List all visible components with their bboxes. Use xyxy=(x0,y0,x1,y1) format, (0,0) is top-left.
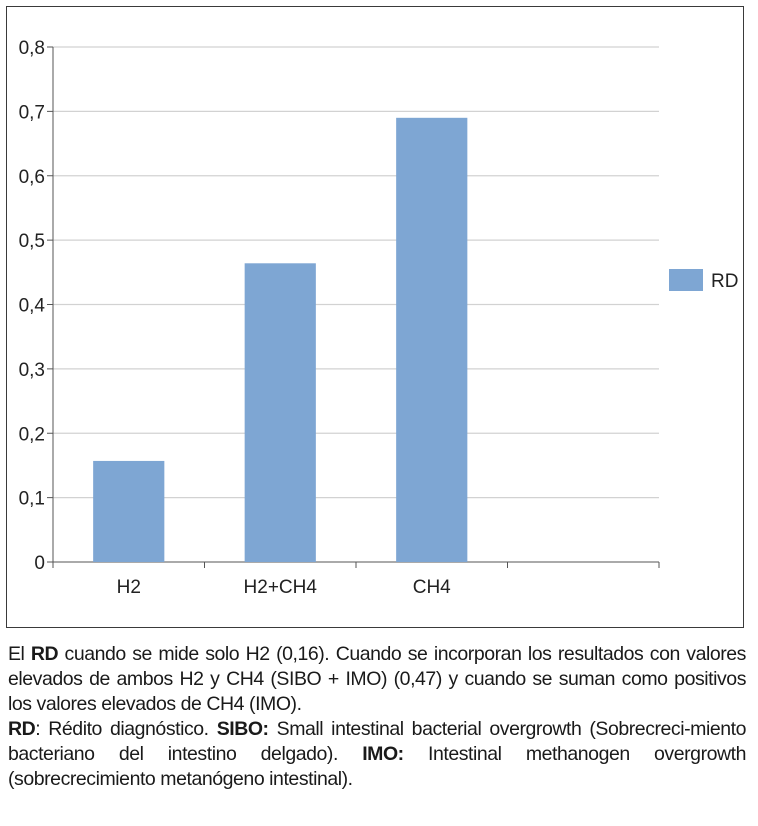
y-tick-label: 0,4 xyxy=(19,296,46,317)
y-tick-label: 0,5 xyxy=(19,231,45,252)
y-tick-label: 0,7 xyxy=(19,102,45,123)
x-tick-label: H2 xyxy=(117,577,141,598)
caption-paragraph-2: RD: Rédito diagnóstico. SIBO: Small inte… xyxy=(8,718,746,790)
legend-label: RD xyxy=(711,271,738,292)
chart-frame: 0 0,1 0,2 0,3 0,4 0,5 0,6 0,7 0,8 H2 H2+CH4 CH4 RD xyxy=(6,6,744,628)
figure-caption: El RD cuando se mide solo H2 (0,16). Cua… xyxy=(8,642,746,792)
y-tick-label: 0 xyxy=(34,553,45,574)
x-tick-label: H2+CH4 xyxy=(244,577,318,598)
y-tick-label: 0,6 xyxy=(19,167,45,188)
caption-paragraph-1: El RD cuando se mide solo H2 (0,16). Cua… xyxy=(8,643,746,715)
y-tick-label: 0,1 xyxy=(19,489,45,510)
y-tick-label: 0,2 xyxy=(19,424,45,445)
x-tick-label: CH4 xyxy=(413,577,451,598)
bar-h2-ch4 xyxy=(244,263,316,562)
bar-h2 xyxy=(93,460,165,562)
bar-ch4 xyxy=(396,117,468,562)
legend-swatch xyxy=(669,269,703,291)
y-tick-label: 0,8 xyxy=(19,38,45,59)
bar-chart: 0 0,1 0,2 0,3 0,4 0,5 0,6 0,7 0,8 H2 H2+CH4 CH4 RD xyxy=(19,38,739,598)
y-tick-label: 0,3 xyxy=(19,360,45,381)
